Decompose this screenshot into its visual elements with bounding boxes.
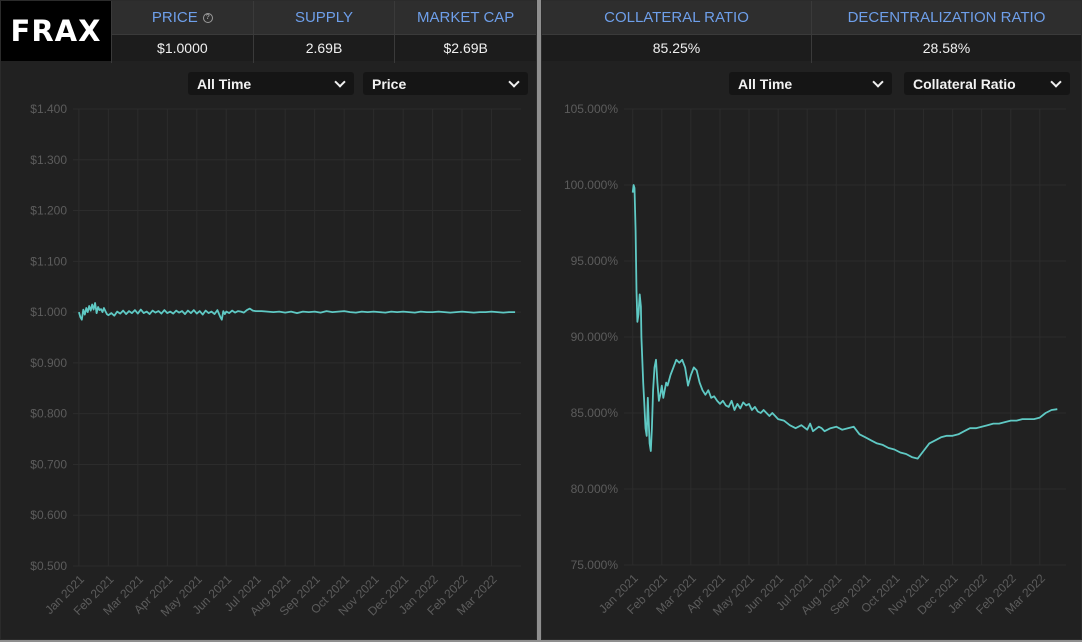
- y-tick-label: $0.600: [30, 508, 67, 522]
- right-metric-select[interactable]: Collateral Ratio: [904, 72, 1070, 95]
- y-tick-label: 105.000%: [564, 102, 618, 116]
- stat-supply-label: SUPPLY: [253, 1, 395, 35]
- price-chart: $1.400 $1.300 $1.200 $1.100 $1.000 $0.900 $0.8…: [30, 102, 521, 619]
- stat-price-value: $1.0000: [112, 35, 253, 61]
- stat-market-cap: MARKET CAP $2.69B: [394, 1, 537, 63]
- stat-decentralization-ratio: DECENTRALIZATION RATIO 28.58%: [811, 1, 1081, 63]
- y-tick-label: $0.800: [30, 407, 67, 421]
- left-metric-select[interactable]: Price: [363, 72, 528, 95]
- y-tick-label: $1.400: [30, 102, 67, 116]
- stat-price-label-text: PRICE: [151, 9, 198, 26]
- collateral-stats-header: COLLATERAL RATIO 85.25% DECENTRALIZATION…: [542, 1, 1081, 63]
- left-range-select-value: All Time: [197, 75, 252, 92]
- stat-collateral-ratio-label: COLLATERAL RATIO: [542, 1, 811, 35]
- left-metric-select-value: Price: [372, 75, 407, 92]
- y-tick-label: $0.500: [30, 559, 67, 573]
- left-range-select[interactable]: All Time: [188, 72, 354, 95]
- y-tick-label: $0.900: [30, 356, 67, 370]
- help-icon[interactable]: ?: [202, 12, 213, 23]
- collateral-panel: COLLATERAL RATIO 85.25% DECENTRALIZATION…: [541, 0, 1082, 640]
- right-range-select[interactable]: All Time: [729, 72, 892, 95]
- stat-market-cap-label: MARKET CAP: [395, 1, 537, 35]
- y-tick-label: $0.700: [30, 457, 67, 471]
- y-tick-label: $1.300: [30, 153, 67, 167]
- stat-supply: SUPPLY 2.69B: [252, 1, 395, 63]
- stat-price-label: PRICE ?: [112, 1, 253, 35]
- stat-decentralization-ratio-value: 28.58%: [812, 35, 1081, 61]
- y-tick-label: $1.000: [30, 305, 67, 319]
- y-tick-label: $1.100: [30, 254, 67, 268]
- stat-collateral-ratio-value: 85.25%: [542, 35, 811, 61]
- y-tick-label: 90.000%: [571, 330, 619, 344]
- series-line: [78, 302, 516, 321]
- stat-price: PRICE ? $1.0000: [111, 1, 253, 63]
- price-panel: FRAX PRICE ? $1.0000 SUPPLY 2.69B MARKET…: [0, 0, 537, 640]
- frax-logo: FRAX: [1, 1, 111, 61]
- y-tick-label: 80.000%: [571, 482, 619, 496]
- stat-decentralization-ratio-label: DECENTRALIZATION RATIO: [812, 1, 1081, 35]
- y-tick-label: 100.000%: [564, 178, 618, 192]
- price-stats-header: FRAX PRICE ? $1.0000 SUPPLY 2.69B MARKET…: [1, 1, 537, 63]
- right-metric-select-value: Collateral Ratio: [913, 75, 1016, 92]
- series-line: [631, 184, 1058, 460]
- y-tick-label: $1.200: [30, 204, 67, 218]
- y-tick-label: 75.000%: [571, 558, 619, 572]
- stat-market-cap-value: $2.69B: [395, 35, 537, 61]
- stat-collateral-ratio: COLLATERAL RATIO 85.25%: [542, 1, 811, 63]
- right-range-select-value: All Time: [738, 75, 793, 92]
- y-tick-label: 85.000%: [571, 406, 619, 420]
- y-tick-label: 95.000%: [571, 254, 619, 268]
- collateral-ratio-chart: 105.000% 100.000% 95.000% 90.000% 85.000% 80.…: [564, 102, 1066, 618]
- stat-supply-value: 2.69B: [253, 35, 395, 61]
